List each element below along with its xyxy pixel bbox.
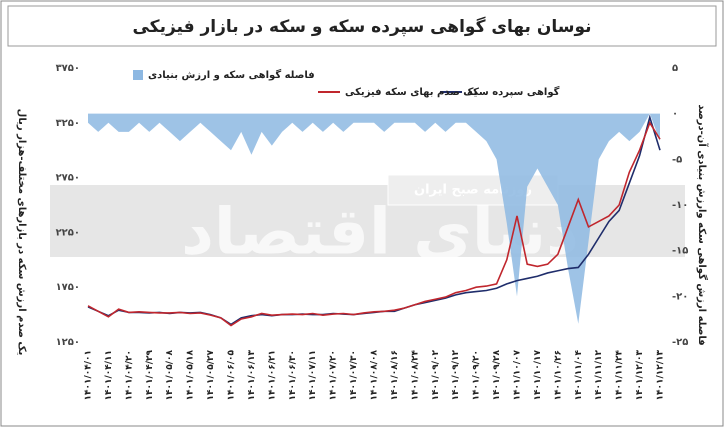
x-tick-label: ۱۴۰۱/۰۵/۲۷ <box>206 350 216 401</box>
x-tick-label: ۱۴۰۱/۰۴/۱۱ <box>104 350 114 401</box>
y2-axis-title: فاصله ارزش گواهی سکه وارزش بنیادی آن-درص… <box>696 104 709 345</box>
y2-tick-label: ۰ <box>672 109 678 120</box>
x-tick-label: ۱۴۰۱/۰۴/۲۹ <box>145 350 155 401</box>
x-tick-label: ۱۴۰۱/۱۱/۰۴ <box>574 350 584 401</box>
y-tick-label: ۳۲۵۰ <box>56 118 80 129</box>
x-tick-label: ۱۴۰۱/۱۰/۱۷ <box>533 350 543 401</box>
y2-tick-label: -۱۵ <box>672 246 688 257</box>
y-tick-label: ۱۷۵۰ <box>56 282 80 293</box>
x-tick-label: ۱۴۰۱/۱۱/۲۴ <box>615 350 625 401</box>
y2-tick-label: -۲۵ <box>672 337 688 348</box>
x-tick-label: ۱۴۰۱/۰۶/۳۰ <box>288 350 298 401</box>
y2-tick-label: ۵ <box>672 63 678 74</box>
x-tick-label: ۱۴۰۱/۰۸/۱۶ <box>390 350 400 401</box>
price-line <box>87 120 661 327</box>
x-tick-label: ۱۴۰۱/۱۲/۰۳ <box>635 350 645 401</box>
x-tick-label: ۱۴۰۱/۰۴/۰۱ <box>84 350 94 401</box>
x-tick-label: ۱۴۰۱/۰۹/۰۲ <box>431 350 441 401</box>
y-tick-label: ۲۲۵۰ <box>56 227 80 238</box>
x-tick-label: ۱۴۰۱/۰۷/۳۰ <box>349 350 359 401</box>
x-tick-label: ۱۴۰۱/۰۶/۱۳ <box>247 350 257 401</box>
x-tick-label: ۱۴۰۱/۰۹/۱۲ <box>451 350 461 401</box>
x-tick-label: ۱۴۰۱/۰۸/۲۴ <box>410 350 420 401</box>
legend-swatch <box>133 70 143 80</box>
legend-label: یک صدم بهای سکه فیزیکی <box>345 87 477 98</box>
legend-label: فاصله گواهی سکه و ارزش بنیادی <box>148 68 315 81</box>
y-tick-label: ۲۷۵۰ <box>56 173 80 184</box>
y-tick-label: ۳۷۵۰ <box>56 63 80 74</box>
x-tick-label: ۱۴۰۱/۱۱/۱۲ <box>594 350 604 401</box>
x-tick-label: ۱۴۰۱/۰۶/۲۱ <box>267 350 277 401</box>
legend-label: گواهی سپرده سکه <box>467 85 560 98</box>
y2-tick-label: -۲۰ <box>672 291 688 302</box>
y2-tick-label: -۱۰ <box>672 200 688 211</box>
x-tick-label: ۱۴۰۱/۰۵/۰۸ <box>165 350 175 401</box>
gap-area <box>88 113 660 324</box>
y2-tick-label: -۵ <box>672 154 682 165</box>
chart-title: نوسان بهای گواهی سپرده سکه و سکه در بازا… <box>132 16 591 37</box>
x-tick-label: ۱۴۰۱/۰۷/۱۱ <box>308 350 318 401</box>
y-tick-label: ۱۲۵۰ <box>56 337 80 348</box>
x-tick-label: ۱۴۰۱/۰۵/۱۸ <box>186 350 196 401</box>
x-tick-label: ۱۴۰۱/۱۲/۱۳ <box>656 350 666 401</box>
x-tick-label: ۱۴۰۱/۰۷/۲۰ <box>329 350 339 401</box>
title-box <box>7 5 717 47</box>
x-tick-label: ۱۴۰۱/۰۹/۲۸ <box>492 350 502 401</box>
x-tick-label: ۱۴۰۱/۰۴/۲۰ <box>124 350 134 401</box>
x-tick-label: ۱۴۰۱/۱۰/۲۶ <box>553 350 563 401</box>
y-axis-title: یک صدم ارزش سکه در بازارهای مختلف-هزار ر… <box>16 109 27 356</box>
x-tick-label: ۱۴۰۱/۰۹/۲۰ <box>472 350 482 401</box>
x-tick-label: ۱۴۰۱/۰۶/۰۵ <box>227 350 237 401</box>
x-tick-label: ۱۴۰۱/۰۸/۰۸ <box>370 350 380 401</box>
x-tick-label: ۱۴۰۱/۱۰/۰۷ <box>513 350 523 401</box>
